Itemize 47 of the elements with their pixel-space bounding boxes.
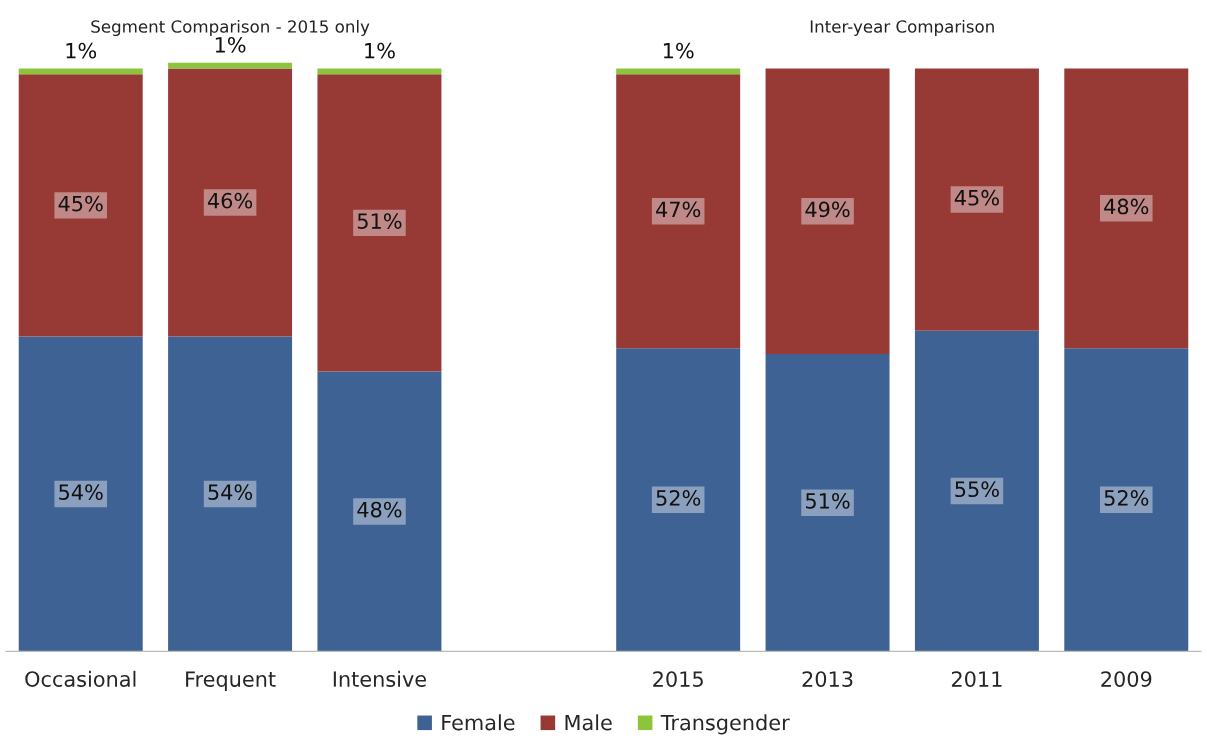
- text: Segment Comparison - 2015 only: [91, 19, 370, 37]
- bar: [317, 68, 442, 75]
- legend-label: Male: [565, 714, 612, 731]
- x-tick-label: Intensive: [333, 670, 426, 687]
- legend-label: Transgender: [660, 714, 790, 735]
- data-label: 55%: [955, 481, 999, 498]
- legend-label: Female: [442, 714, 515, 731]
- data-label: 46%: [207, 192, 253, 209]
- bar: [914, 68, 1039, 331]
- bar: [1064, 68, 1189, 349]
- x-tick-label: 2013: [802, 671, 853, 687]
- data-label: 51%: [806, 492, 850, 509]
- data-label: 1%: [66, 42, 97, 59]
- data-label: 48%: [1104, 198, 1149, 215]
- bar: [616, 348, 741, 652]
- data-label: 45%: [954, 189, 999, 206]
- text: Inter-year Comparison: [810, 19, 994, 37]
- bar: [914, 330, 1039, 652]
- x-tick-label: 2015: [653, 671, 703, 687]
- bar: [1064, 348, 1189, 652]
- data-label: 1%: [365, 42, 395, 59]
- x-tick-label: 2009: [1101, 671, 1152, 687]
- data-label: 49%: [805, 201, 850, 218]
- bar: [168, 336, 293, 652]
- x-tick-label: Frequent: [186, 671, 276, 691]
- x-tick-label: 2011: [951, 671, 1002, 687]
- bar: [18, 74, 143, 337]
- bar: [18, 336, 143, 652]
- bar: [765, 68, 890, 355]
- data-label: 1%: [215, 36, 246, 53]
- data-label: 52%: [1104, 490, 1149, 506]
- data-label: 45%: [58, 195, 103, 212]
- bar: [317, 74, 442, 372]
- data-label: 1%: [663, 42, 694, 59]
- data-label: 51%: [357, 213, 402, 229]
- data-label: 48%: [357, 501, 402, 518]
- bar: [765, 354, 890, 652]
- bar: [168, 68, 293, 337]
- bar: [616, 68, 741, 75]
- data-label: 47%: [656, 201, 701, 218]
- data-label: 54%: [208, 484, 253, 500]
- x-tick-label: Occasional: [25, 670, 136, 687]
- data-label: 52%: [656, 490, 701, 506]
- bar: [18, 68, 143, 75]
- data-label: 54%: [59, 484, 103, 500]
- bar: [317, 371, 442, 652]
- bar: [616, 74, 741, 349]
